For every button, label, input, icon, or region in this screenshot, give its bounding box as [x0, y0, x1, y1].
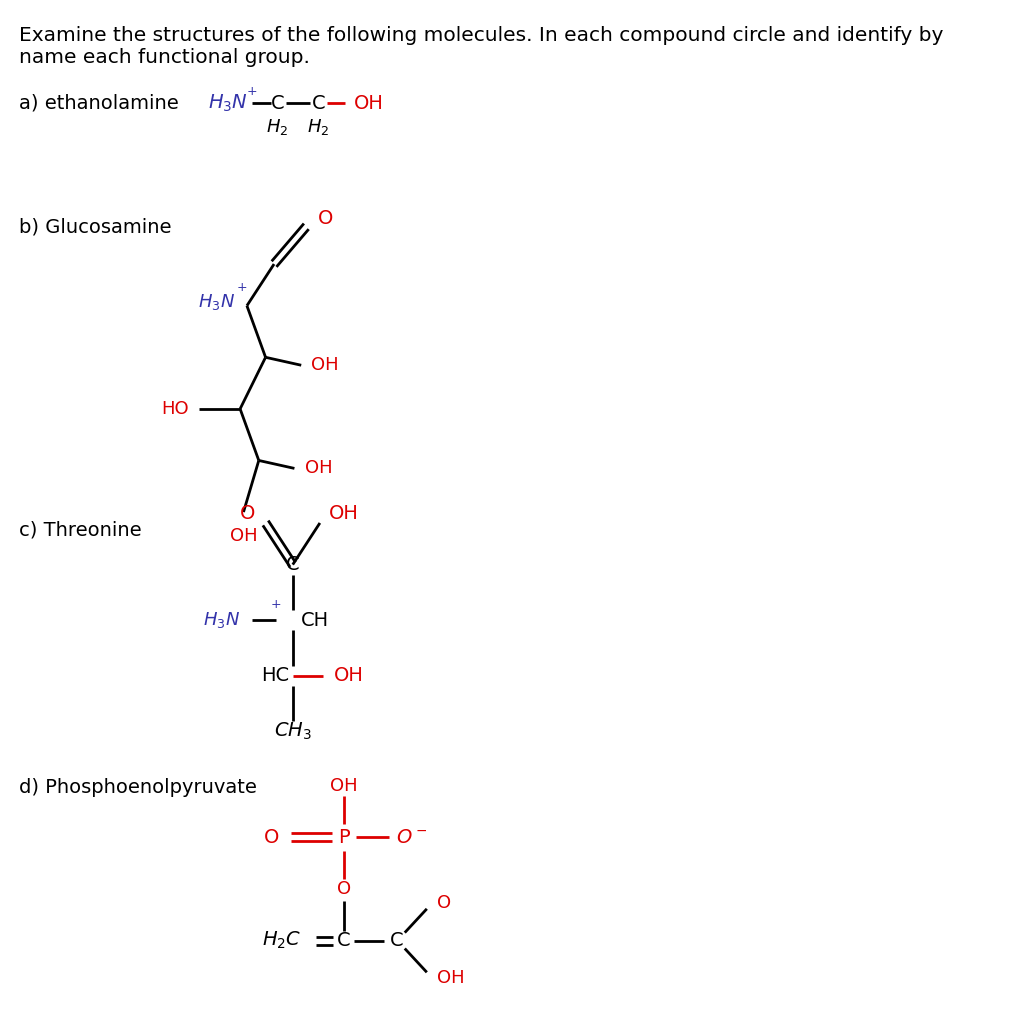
Text: O: O	[264, 828, 279, 846]
Text: C: C	[271, 94, 284, 113]
Text: +: +	[247, 85, 258, 98]
Text: O: O	[318, 209, 333, 228]
Text: C: C	[337, 931, 351, 950]
Text: OH: OH	[305, 459, 332, 478]
Text: +: +	[271, 598, 281, 611]
Text: P: P	[338, 828, 350, 846]
Text: OH: OH	[333, 666, 364, 685]
Text: +: +	[237, 282, 247, 294]
Text: O: O	[240, 503, 256, 522]
Text: $H_2$: $H_2$	[267, 117, 288, 137]
Text: CH: CH	[301, 610, 329, 630]
Text: O: O	[437, 894, 451, 912]
Text: C: C	[312, 94, 325, 113]
Text: OH: OH	[328, 503, 359, 522]
Text: HC: HC	[262, 666, 289, 685]
Text: OH: OH	[230, 527, 258, 545]
Text: Examine the structures of the following molecules. In each compound circle and i: Examine the structures of the following …	[19, 26, 944, 67]
Text: OH: OH	[312, 356, 339, 374]
Text: $H_2C$: $H_2C$	[262, 930, 301, 951]
Text: OH: OH	[330, 777, 358, 795]
Text: b) Glucosamine: b) Glucosamine	[19, 218, 172, 237]
Text: OH: OH	[437, 970, 465, 987]
Text: $CH_3$: $CH_3$	[274, 721, 312, 742]
Text: d) Phosphoenolpyruvate: d) Phosphoenolpyruvate	[19, 778, 258, 798]
Text: c) Threonine: c) Threonine	[19, 520, 142, 540]
Text: HO: HO	[161, 400, 189, 418]
Text: a) ethanolamine: a) ethanolamine	[19, 94, 179, 113]
Text: O: O	[336, 880, 351, 898]
Text: C: C	[286, 555, 299, 574]
Text: $H_3N$: $H_3N$	[203, 610, 240, 630]
Text: $H_3N$: $H_3N$	[207, 92, 247, 114]
Text: C: C	[389, 931, 403, 950]
Text: $H_3N$: $H_3N$	[198, 292, 235, 312]
Text: OH: OH	[354, 94, 383, 113]
Text: $O^-$: $O^-$	[397, 828, 427, 846]
Text: $H_2$: $H_2$	[307, 117, 329, 137]
